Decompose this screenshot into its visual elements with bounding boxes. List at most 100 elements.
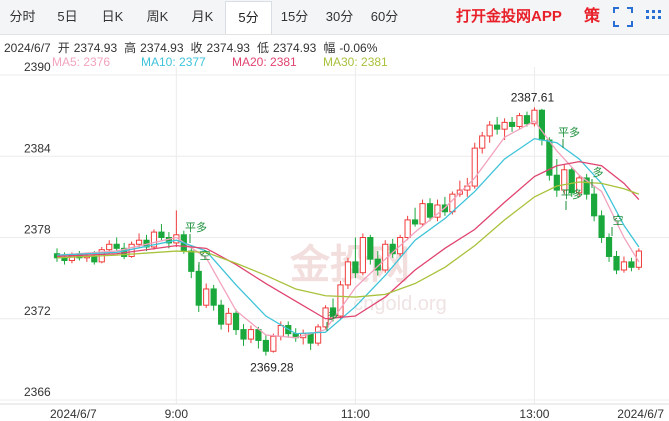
ma-line	[56, 161, 640, 320]
candle-body	[225, 312, 232, 325]
tab[interactable]: 5日	[57, 9, 78, 24]
candle-body	[635, 250, 642, 268]
candle-body	[568, 169, 575, 194]
legend-entry: MA20: 2381	[232, 55, 297, 69]
tab[interactable]: 30分	[325, 9, 354, 24]
candle-body	[83, 255, 90, 259]
candle-body	[270, 335, 277, 352]
x-tick-label: 2024/6/7	[617, 407, 664, 421]
ma-line	[56, 137, 640, 335]
candle-body	[165, 237, 173, 244]
signal-label: 空	[613, 213, 624, 227]
candle-body	[464, 185, 471, 191]
candle-body	[232, 312, 240, 331]
signal-label: 平多	[558, 125, 580, 139]
info-value: -0.06%	[339, 41, 378, 55]
candle-body	[255, 329, 262, 341]
candle-body	[76, 254, 83, 259]
candle-body	[61, 257, 68, 262]
candle-body	[628, 261, 635, 268]
candle-body	[135, 239, 143, 245]
info-item: 低 2374.93	[257, 41, 316, 55]
info-item: 幅 -0.06%	[323, 41, 377, 55]
info-line: 2024/6/7 开 2374.93 高 2374.93 收 2374.93 低 2374.93…	[4, 39, 384, 56]
candle-body	[538, 109, 545, 141]
candle-body	[382, 243, 389, 271]
tab[interactable]: 月K	[191, 9, 214, 24]
info-label: 开	[57, 41, 70, 55]
candle-body	[479, 135, 486, 149]
candle-body	[486, 124, 493, 137]
app-link[interactable]: 打开金投网APP	[456, 8, 562, 25]
tab[interactable]: 5分	[225, 0, 272, 34]
candle-body	[449, 193, 456, 213]
info-label: 收	[190, 41, 203, 55]
candle-body	[322, 307, 329, 328]
candle-body	[195, 270, 202, 306]
candle-body	[516, 115, 523, 127]
candle-body	[150, 231, 158, 248]
candle-body	[598, 215, 605, 238]
signal-label: 平多	[185, 220, 207, 234]
info-value: 2374.93	[272, 41, 317, 55]
legend-entry: MA5: 2376	[52, 55, 111, 69]
info-label: 幅	[323, 41, 336, 55]
info-date: 2024/6/7	[4, 41, 51, 55]
tab[interactable]: 分时	[9, 9, 36, 24]
signal-label: 平多	[561, 187, 583, 201]
x-tick-label: 9:00	[165, 407, 189, 421]
candle-body	[374, 258, 381, 271]
candle-body	[91, 255, 98, 263]
candle-body	[576, 177, 583, 194]
y-tick-label: 2384	[24, 141, 51, 155]
candle-body	[315, 326, 322, 344]
candle-body	[68, 254, 76, 262]
candle-body	[337, 284, 344, 317]
candle-body	[300, 333, 307, 339]
candle-body	[441, 204, 449, 213]
candle-body	[471, 147, 478, 187]
candle-body	[531, 109, 538, 125]
watermark: 金投网	[289, 242, 410, 287]
info-item: 收 2374.93	[191, 41, 250, 55]
candle-body	[553, 174, 560, 191]
candle-body	[456, 189, 463, 195]
candle-body	[158, 231, 165, 238]
candle-body	[419, 203, 426, 225]
candle-body	[188, 250, 195, 272]
ma-line	[56, 120, 640, 339]
candle-body	[352, 261, 359, 274]
candle-body	[98, 249, 105, 263]
candle-body	[367, 237, 374, 260]
candle-body	[404, 219, 411, 238]
candle-body	[397, 237, 404, 255]
candle-body	[434, 204, 441, 218]
legend-entry: MA30: 2381	[323, 55, 388, 69]
candle-body	[173, 234, 180, 244]
high-label: 2387.61	[511, 90, 555, 104]
info-label: 低	[256, 41, 269, 55]
candle-body	[501, 121, 508, 130]
signal-label: 多	[328, 308, 339, 322]
candle-body	[344, 261, 352, 286]
candle-body	[620, 261, 628, 271]
tab-bar: 分时 5日 日K 周K 月K 5分 15分 30分 60分	[0, 0, 669, 35]
candle-body	[262, 339, 269, 352]
candle-body	[143, 239, 150, 248]
strategy-icon[interactable]: 策	[584, 8, 601, 25]
tab[interactable]: 周K	[146, 9, 169, 24]
candle-body	[508, 121, 516, 127]
watermark: cngold.org	[353, 293, 446, 315]
tab[interactable]: 60分	[370, 9, 399, 24]
tab[interactable]: 15分	[280, 9, 309, 24]
candle-body	[292, 333, 299, 339]
x-tick-label: 2024/6/7	[50, 407, 97, 421]
candle-body	[591, 193, 598, 217]
candle-body	[307, 333, 314, 344]
tab[interactable]: 日K	[101, 9, 124, 24]
candle-body	[605, 237, 613, 257]
candle-body	[240, 329, 247, 340]
candle-body	[277, 325, 284, 337]
candle-body	[426, 203, 434, 218]
